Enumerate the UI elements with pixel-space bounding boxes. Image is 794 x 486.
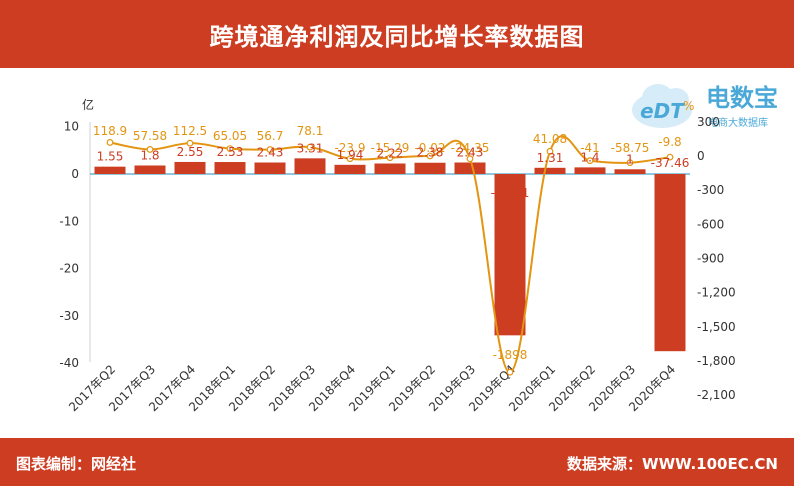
bar-data-label: 2.43	[257, 146, 284, 160]
y2-tick-label: -900	[697, 252, 724, 266]
growth-rate-point	[346, 155, 354, 163]
logo: eDT 电数宝 电商大数据库	[628, 76, 788, 134]
bar-data-label: 2.43	[457, 146, 484, 160]
bar	[654, 174, 686, 352]
y-tick-label: 10	[64, 120, 79, 134]
bar	[494, 174, 526, 336]
bar-data-label: 1	[626, 152, 634, 166]
growth-rate-point	[586, 157, 594, 165]
line-data-label: -9.8	[658, 135, 681, 149]
bar	[134, 165, 166, 174]
chart-title: 跨境通净利润及同比增长率数据图	[209, 22, 585, 51]
line-data-label: -15.29	[371, 141, 410, 155]
line-data-label: -41	[580, 141, 600, 155]
line-data-label: 65.05	[213, 129, 247, 143]
footer-credit: 图表编制：网经社	[16, 455, 137, 473]
line-data-label: 118.9	[93, 124, 127, 138]
y-tick-label: -20	[59, 262, 79, 276]
line-data-label: -23.9	[334, 141, 365, 155]
growth-rate-point	[626, 159, 634, 167]
bar	[454, 162, 486, 174]
bar	[414, 162, 446, 174]
line-data-label: 56.7	[257, 129, 284, 143]
bar-data-label: -37.46	[651, 156, 690, 170]
bar	[534, 167, 566, 174]
bar	[334, 164, 366, 174]
y2-tick-label: -1,800	[697, 354, 736, 368]
growth-rate-point	[186, 139, 194, 147]
y2-tick-label: 300	[697, 115, 720, 129]
bar	[374, 163, 406, 174]
growth-rate-point	[386, 154, 394, 162]
bar	[254, 162, 286, 174]
title-banner: 跨境通净利润及同比增长率数据图	[0, 0, 794, 68]
growth-rate-point	[666, 153, 674, 161]
growth-rate-point	[226, 145, 234, 152]
y-tick-label: -10	[59, 214, 79, 228]
growth-rate-point	[466, 155, 474, 163]
bar	[214, 162, 246, 174]
growth-rate-point	[306, 143, 314, 151]
growth-rate-point	[426, 152, 434, 160]
bar-data-label: -34.11	[491, 186, 530, 200]
line-data-label: -0.02	[414, 141, 445, 155]
bar-data-label: 1.4	[580, 150, 599, 164]
cloud-logo-icon	[632, 84, 692, 128]
y2-tick-label: -2,100	[697, 388, 736, 402]
bar-data-label: 3.31	[297, 141, 324, 155]
y2-axis-unit: %	[683, 99, 694, 113]
footer-source: 数据来源：WWW.100EC.CN	[567, 455, 778, 473]
y-tick-label: -30	[59, 309, 79, 323]
bar	[174, 161, 206, 174]
bar	[614, 169, 646, 174]
chart: 亿10 0 -10 -20 -30 -40 300 0 -300 -600 -900 -1,200 -1…	[59, 97, 736, 414]
line-data-label: 78.1	[297, 124, 324, 138]
bar-data-label: 1.31	[537, 151, 564, 165]
y-tick-label: -40	[59, 356, 79, 370]
y2-tick-label: 0	[697, 149, 705, 163]
y-tick-label: 0	[71, 167, 79, 181]
y2-tick-label: -1,200	[697, 286, 736, 300]
y-axis-unit: 亿	[82, 97, 94, 112]
bar-data-label: 1.55	[97, 150, 124, 164]
footer-banner: 图表编制：网经社 数据来源：WWW.100EC.CN	[0, 438, 794, 486]
bar-data-label: 1.94	[337, 148, 364, 162]
bar-data-label: 2.38	[417, 146, 444, 160]
line-data-label: 57.58	[133, 129, 167, 143]
growth-rate-point	[546, 147, 554, 155]
y2-tick-label: -1,500	[697, 320, 736, 334]
y2-tick-label: -300	[697, 183, 724, 197]
line-data-label: 41.08	[533, 132, 567, 146]
line-data-label: -24.35	[451, 141, 490, 155]
logo-brand: 电数宝	[706, 84, 778, 112]
line-data-label: -1898	[493, 348, 528, 362]
line-data-label: -58.75	[611, 141, 650, 155]
growth-rate-point	[106, 139, 114, 146]
bar	[294, 158, 326, 174]
bar-data-label: 1.8	[140, 148, 159, 162]
bar-data-label: 2.22	[377, 146, 404, 160]
growth-rate-point	[146, 146, 154, 153]
bar-data-label: 2.55	[177, 145, 204, 159]
bar-data-label: 2.53	[217, 145, 244, 159]
growth-rate-point	[506, 368, 514, 376]
logo-badge: eDT	[640, 99, 685, 123]
logo-tagline: 电商大数据库	[708, 116, 768, 129]
bar	[574, 167, 606, 174]
y2-tick-label: -600	[697, 217, 724, 231]
bar	[94, 166, 126, 174]
growth-rate-point	[266, 146, 274, 153]
line-data-label: 112.5	[173, 124, 207, 138]
